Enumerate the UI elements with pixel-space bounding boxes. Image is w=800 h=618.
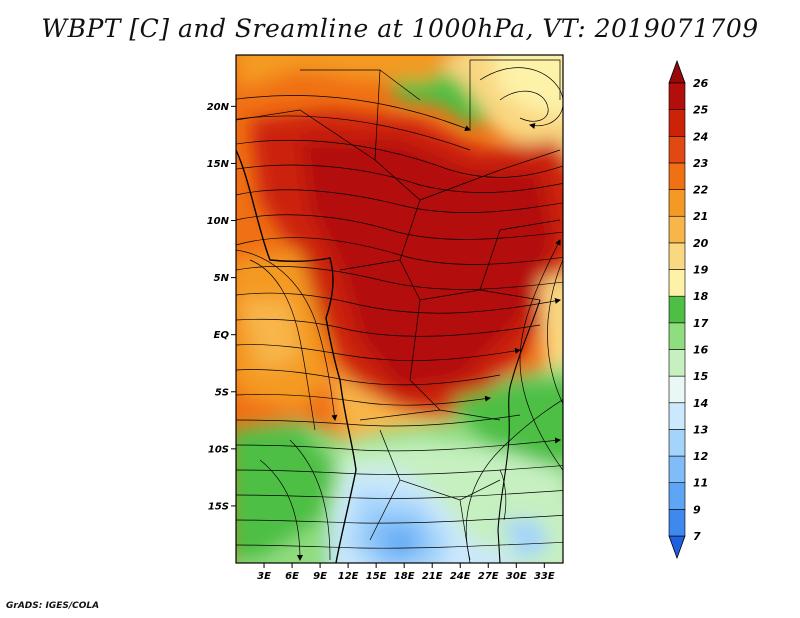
colorbar-swatch xyxy=(668,162,686,190)
colorbar-swatch xyxy=(668,455,686,484)
lon-tick-label: 21E xyxy=(422,571,443,582)
lat-tick-label: 5N xyxy=(214,273,230,284)
colorbar-swatch xyxy=(668,82,686,110)
colorbar-level-label: 15 xyxy=(693,370,709,383)
colorbar-level-label: 19 xyxy=(693,264,709,277)
colorbar-swatch xyxy=(668,509,686,537)
colorbar-level-label: 26 xyxy=(693,77,709,90)
colorbar-level-label: 20 xyxy=(693,237,709,250)
colorbar-swatch xyxy=(668,295,686,324)
colorbar-swatch xyxy=(668,375,686,404)
latitude-axis: 20N 15N 10N 5N EQ 5S 10S 15S xyxy=(207,102,236,512)
colorbar-swatch xyxy=(668,322,686,350)
lon-tick-label: 18E xyxy=(394,571,415,582)
colorbar-swatch xyxy=(668,269,686,297)
colorbar-swatch xyxy=(668,109,686,137)
colorbar-swatch xyxy=(668,135,686,164)
map-frame xyxy=(235,54,564,564)
colorbar-level-label: 24 xyxy=(693,130,708,143)
lon-tick-label: 6E xyxy=(285,571,299,582)
colorbar-level-label: 22 xyxy=(693,184,709,197)
streamlines xyxy=(236,67,563,561)
colorbar-level-label: 11 xyxy=(693,477,708,490)
lon-tick-label: 15E xyxy=(366,571,387,582)
lon-tick-label: 9E xyxy=(313,571,327,582)
lon-tick-label: 24E xyxy=(450,571,471,582)
colorbar-level-label: 7 xyxy=(693,530,701,543)
colorbar-swatch xyxy=(668,242,686,270)
lat-tick-label: 15S xyxy=(208,501,229,512)
map-title: WBPT [C] and Sreamline at 1000hPa, VT: 2… xyxy=(41,14,759,43)
colorbar-level-label: 9 xyxy=(693,503,701,516)
lat-tick-label: EQ xyxy=(214,330,230,341)
lat-tick-label: 15N xyxy=(207,159,230,170)
colorbar-swatch xyxy=(668,429,686,457)
colorbar: 7 9 11 12 13 14 15 16 17 18 19 20 21 22 23 24 25 26 xyxy=(668,59,709,560)
colorbar-max-triangle xyxy=(668,59,686,84)
colorbar-level-label: 18 xyxy=(693,290,709,303)
longitude-axis: 3E 6E 9E 12E 15E 18E 21E 24E 27E 30E 33E xyxy=(257,563,555,582)
colorbar-level-label: 12 xyxy=(693,450,709,463)
wbpt-shading xyxy=(236,55,563,563)
credit-label: GrADS: IGES/COLA xyxy=(6,601,100,611)
lon-tick-label: 3E xyxy=(257,571,271,582)
colorbar-level-label: 25 xyxy=(693,104,709,117)
lon-tick-label: 33E xyxy=(534,571,555,582)
lon-tick-label: 12E xyxy=(338,571,359,582)
colorbar-swatch xyxy=(668,189,686,217)
colorbar-level-label: 21 xyxy=(693,210,708,223)
colorbar-swatch xyxy=(668,482,686,510)
lon-tick-label: 30E xyxy=(506,571,527,582)
colorbar-level-label: 17 xyxy=(693,317,709,330)
coastlines-borders xyxy=(236,59,561,563)
lat-tick-label: 5S xyxy=(215,387,229,398)
lat-tick-label: 10N xyxy=(207,216,230,227)
lat-tick-label: 20N xyxy=(207,102,230,113)
colorbar-level-label: 16 xyxy=(693,343,709,356)
colorbar-swatch xyxy=(668,349,686,377)
colorbar-level-label: 23 xyxy=(693,157,709,170)
colorbar-min-triangle xyxy=(668,535,686,560)
lon-tick-label: 27E xyxy=(478,571,499,582)
colorbar-swatch xyxy=(668,215,686,244)
colorbar-level-label: 14 xyxy=(693,397,708,410)
lat-tick-label: 10S xyxy=(208,444,229,455)
colorbar-swatch xyxy=(668,402,686,430)
colorbar-level-label: 13 xyxy=(693,423,709,436)
